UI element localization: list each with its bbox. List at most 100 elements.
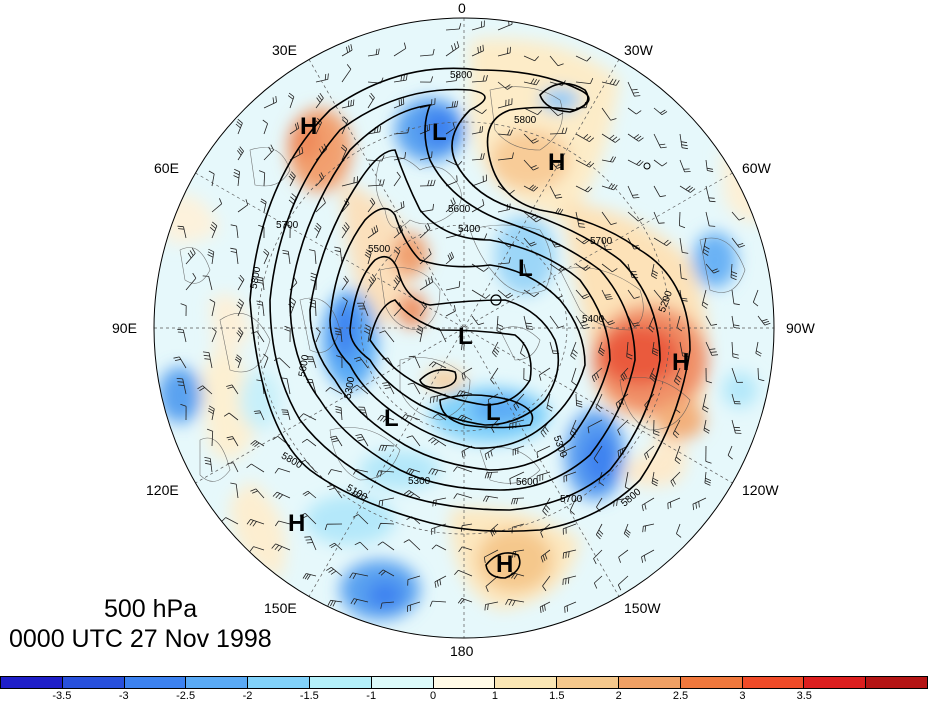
wind-barb-feather (315, 225, 321, 230)
wind-barb (461, 414, 473, 421)
wind-barb-feather (713, 270, 720, 274)
wind-barb-feather (703, 405, 709, 410)
wind-barb-feather (335, 411, 342, 414)
wind-barb-feather (731, 271, 738, 275)
wind-barb-feather (254, 412, 261, 414)
wind-barb (211, 173, 215, 187)
wind-barb (255, 488, 265, 499)
wind-barb-feather (379, 179, 382, 186)
wind-barb (549, 263, 562, 272)
wind-barb-feather (429, 397, 432, 404)
wind-barb (540, 523, 551, 533)
wind-barb-feather (704, 427, 710, 432)
wind-barb-feather (452, 197, 456, 204)
colorbar-cell (62, 677, 125, 688)
wind-barb-feather (177, 331, 184, 333)
wind-barb (263, 201, 267, 213)
wind-barb (705, 341, 713, 356)
wind-barb-feather (454, 569, 459, 576)
wind-barb-feather (301, 146, 304, 153)
wind-barb (593, 549, 603, 559)
wind-barb (237, 358, 242, 369)
wind-barb (562, 445, 577, 453)
wind-barb (341, 68, 352, 83)
wind-barb-feather (199, 387, 205, 391)
wind-barb-feather (542, 585, 547, 592)
wind-barb-feather (432, 413, 438, 419)
wind-barb-feather (733, 303, 740, 306)
wind-barb (228, 412, 239, 421)
wind-barb-feather (542, 510, 547, 516)
wind-barb-feather (709, 348, 716, 350)
wind-barb (237, 279, 245, 291)
wind-barb-feather (604, 294, 611, 296)
lon-label-30e: 30E (272, 42, 297, 58)
wind-barb-feather (430, 179, 433, 186)
wind-barb-feather (406, 435, 413, 438)
wind-barb-feather (704, 482, 711, 486)
wind-barb (330, 599, 343, 603)
wind-barb (471, 180, 487, 187)
wind-barb (359, 356, 369, 369)
wind-barb-feather (653, 430, 660, 433)
wind-barb-feather (299, 413, 304, 419)
colorbar-cell (309, 677, 372, 688)
wind-barb-feather (490, 379, 495, 385)
wind-barb (627, 159, 640, 167)
wind-barb (508, 598, 525, 603)
wind-barb-feather (203, 354, 210, 357)
wind-barb-feather (596, 534, 601, 540)
wind-barb-feather (332, 600, 336, 607)
wind-barb-feather (238, 148, 243, 154)
wind-barb-feather (710, 351, 717, 353)
wind-barb (462, 523, 473, 527)
wind-barb (523, 289, 535, 298)
wind-barb-feather (458, 23, 462, 30)
wind-barb (407, 601, 421, 607)
wind-barb (523, 81, 537, 86)
wind-barb (445, 127, 455, 135)
wind-barb (627, 185, 634, 199)
wind-barb (648, 315, 655, 329)
wind-barb-feather (381, 155, 385, 162)
lon-label-180: 180 (450, 643, 474, 659)
wind-barb-feather (177, 225, 184, 228)
wind-barb-feather (451, 45, 454, 52)
wind-barb-feather (456, 390, 461, 397)
wind-barb-feather (453, 466, 458, 472)
wind-barb-feather (610, 118, 617, 121)
wind-barb (601, 185, 614, 191)
wind-barb-feather (641, 505, 644, 512)
wind-barb-feather (530, 243, 537, 247)
contour-label: 5800 (514, 115, 537, 126)
wind-barb-feather (513, 498, 516, 505)
wind-barb (471, 50, 484, 57)
wind-barb-feather (564, 606, 566, 613)
wind-barb-feather (457, 598, 463, 604)
wind-barb-feather (373, 226, 377, 233)
wind-barb (254, 440, 265, 447)
wind-barb (393, 103, 404, 109)
wind-barb-feather (320, 172, 325, 178)
wind-barb (575, 81, 591, 84)
wind-barb-feather (416, 331, 422, 335)
wind-barb (601, 263, 613, 273)
wind-barb-feather (674, 430, 680, 436)
wind-barb-feather (633, 197, 640, 199)
wind-barb-feather (306, 542, 313, 544)
contour-label: 5800 (450, 70, 473, 81)
wind-barb-feather (350, 99, 352, 107)
wind-barb-feather (236, 354, 242, 359)
wind-barb-feather (227, 438, 234, 441)
wind-barb-feather (706, 380, 713, 384)
wind-barb (414, 356, 421, 369)
wind-barb-feather (681, 352, 689, 355)
wind-barb-feather (511, 498, 514, 505)
wind-barb-feather (507, 85, 513, 90)
wind-barb-feather (638, 137, 644, 142)
lon-label-30w: 30W (624, 42, 653, 58)
wind-barb-feather (236, 150, 242, 156)
wind-barb-feather (382, 382, 389, 384)
wind-barb-feather (485, 586, 489, 593)
